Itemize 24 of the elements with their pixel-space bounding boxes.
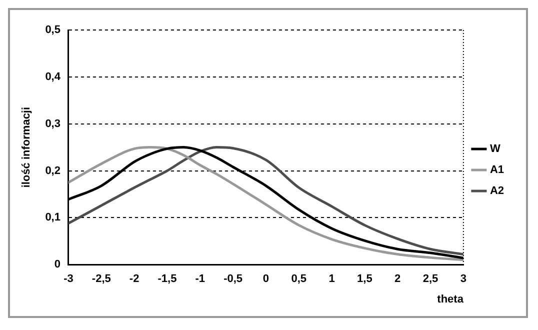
x-tick-label: 2,5 xyxy=(422,273,438,286)
legend-label: A2 xyxy=(490,185,504,198)
y-tick-label: 0,5 xyxy=(45,24,60,36)
x-tick-label: 0 xyxy=(262,273,270,286)
x-axis-title: theta xyxy=(437,293,464,306)
x-tick-label: -1 xyxy=(195,273,206,286)
legend-label: A1 xyxy=(490,164,504,176)
legend-label: W xyxy=(490,143,501,156)
y-tick-label: 0,4 xyxy=(45,70,62,83)
x-tick-label: 1 xyxy=(328,273,335,286)
x-tick-label: 2 xyxy=(394,273,401,286)
x-tick-label: -3 xyxy=(64,273,74,286)
x-tick-label: 1,5 xyxy=(357,273,372,286)
x-tick-label: 0,5 xyxy=(291,273,307,286)
x-tick-label: -1,5 xyxy=(158,273,177,286)
y-tick-label: 0,1 xyxy=(45,212,60,224)
x-tick-label: 3 xyxy=(460,273,466,286)
y-tick-label: 0,3 xyxy=(45,118,60,130)
y-tick-label: 0 xyxy=(54,258,60,271)
x-tick-label: -2 xyxy=(129,273,140,286)
x-tick-label: -0,5 xyxy=(224,273,243,286)
y-tick-label: 0,2 xyxy=(45,164,60,177)
x-tick-label: -2,5 xyxy=(92,273,111,286)
y-axis-title: ilość informacji xyxy=(20,106,33,188)
